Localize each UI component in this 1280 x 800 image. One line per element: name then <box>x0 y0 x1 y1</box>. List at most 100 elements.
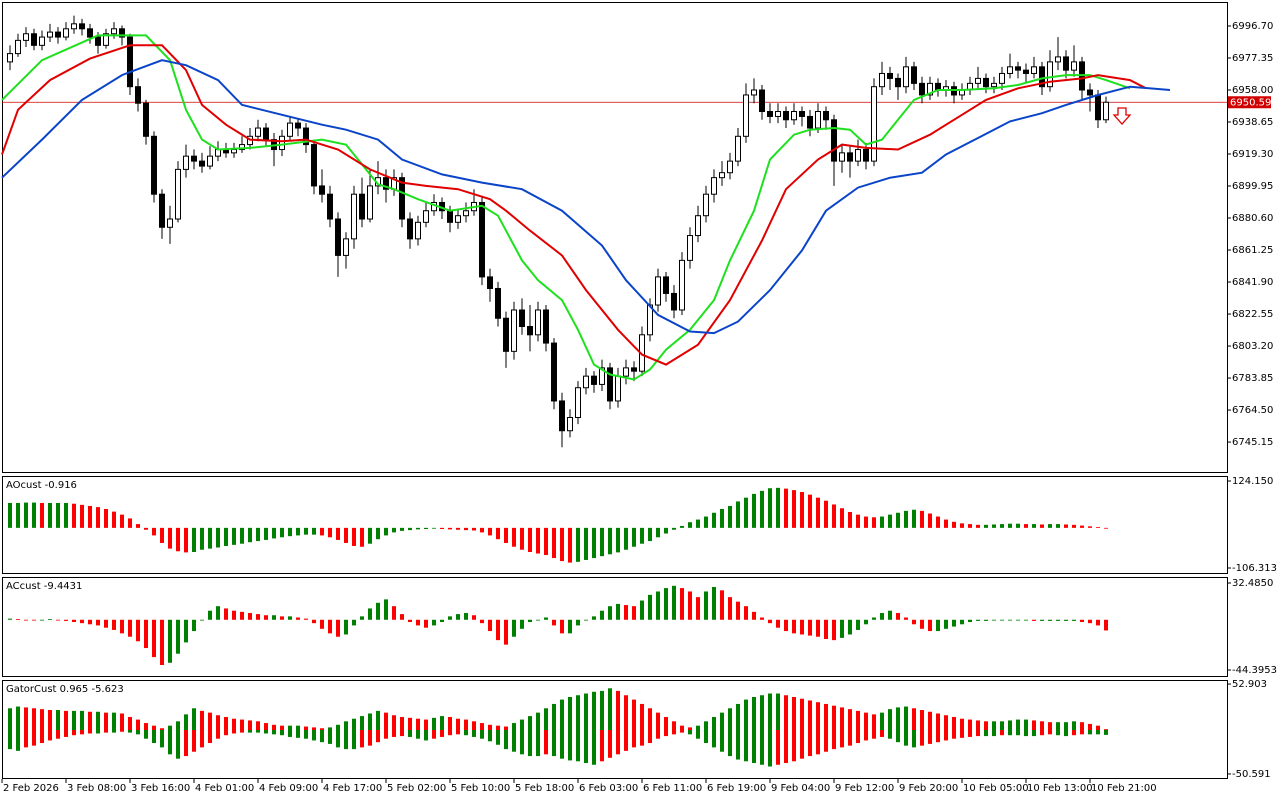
histogram-bar <box>496 619 500 641</box>
histogram-bar <box>1000 619 1004 621</box>
candle-body <box>1007 66 1013 74</box>
gator-bar <box>64 710 68 731</box>
gator-bar <box>200 710 204 731</box>
histogram-bar <box>1104 619 1108 631</box>
candle-body <box>1039 66 1045 88</box>
gator-bar <box>1096 730 1100 735</box>
gator-bar <box>136 719 140 731</box>
y-tick-label: 6764.50 <box>1232 405 1273 416</box>
histogram-bar <box>1032 524 1036 528</box>
price-label: 6950.59 <box>1230 97 1271 108</box>
gator-bar <box>712 716 716 731</box>
gator-bar <box>1088 730 1092 735</box>
histogram-bar <box>704 516 708 528</box>
candle-body <box>703 193 709 217</box>
gator-bar <box>16 706 20 731</box>
y-tick-label: 52.903 <box>1232 679 1267 690</box>
gator-bar <box>696 725 700 731</box>
candle-body <box>711 177 717 195</box>
histogram-bar <box>400 527 404 531</box>
candle-body <box>855 149 861 162</box>
histogram-bar <box>992 524 996 528</box>
histogram-bar <box>512 619 516 637</box>
histogram-bar <box>256 614 260 620</box>
gator-bar <box>464 719 468 731</box>
histogram-bar <box>168 619 172 663</box>
gator-bar <box>384 730 388 739</box>
histogram-bar <box>672 527 676 530</box>
candle-body <box>815 110 821 129</box>
histogram-bar <box>368 527 372 544</box>
gator-bar <box>576 730 580 762</box>
histogram-bar <box>352 619 356 626</box>
gator-bar <box>544 708 548 731</box>
histogram-bar <box>272 527 276 539</box>
histogram-bar <box>1104 527 1108 529</box>
gator-bar <box>1040 730 1044 736</box>
histogram-bar <box>808 494 812 528</box>
histogram-bar <box>992 619 996 621</box>
gator-bar <box>832 730 836 750</box>
histogram-bar <box>864 516 868 528</box>
histogram-bar <box>168 527 172 549</box>
candle-body <box>903 66 909 88</box>
gator-bar <box>280 730 284 736</box>
histogram-bar <box>464 527 468 531</box>
x-tick-label: 6 Feb 03:00 <box>579 783 638 794</box>
histogram-bar <box>808 619 812 636</box>
gator-bar <box>928 730 932 744</box>
y-tick-label: 6880.60 <box>1232 213 1273 224</box>
candle-body <box>655 276 661 306</box>
histogram-bar <box>1048 619 1052 621</box>
candle-body <box>527 326 533 336</box>
histogram-bar <box>272 615 276 620</box>
histogram-bar <box>456 614 460 620</box>
histogram-bar <box>200 619 204 621</box>
histogram-bar <box>896 512 900 528</box>
gator-bar <box>624 695 628 731</box>
gator-bar <box>88 711 92 731</box>
histogram-bar <box>528 619 532 623</box>
histogram-bar <box>80 619 84 624</box>
histogram-bar <box>224 608 228 620</box>
histogram-bar <box>312 619 316 624</box>
histogram-bar <box>96 507 100 528</box>
gator-bar <box>800 730 804 759</box>
gator-bar <box>968 719 972 731</box>
histogram-bar <box>752 493 756 528</box>
candle-body <box>199 160 205 167</box>
histogram-bar <box>264 527 268 540</box>
histogram-bar <box>768 619 772 624</box>
histogram-bar <box>776 619 780 628</box>
gator-bar <box>776 693 780 731</box>
gator-bar <box>520 730 524 755</box>
gator-bar <box>568 730 572 761</box>
histogram-bar <box>152 527 156 536</box>
gator-bar <box>816 702 820 731</box>
candle-body <box>975 77 981 84</box>
moving-average-line <box>1 44 1147 366</box>
histogram-bar <box>968 619 972 623</box>
gator-bar <box>712 730 716 748</box>
candle-body <box>1103 101 1109 121</box>
histogram-bar <box>560 619 564 634</box>
gator-bar <box>624 730 628 751</box>
gator-bar <box>112 730 116 733</box>
gator-bar <box>1016 719 1020 731</box>
candle-body <box>415 221 421 240</box>
y-tick-label: 6899.95 <box>1232 181 1273 192</box>
histogram-bar <box>432 527 436 529</box>
gator-bar <box>432 730 436 739</box>
x-tick-label: 4 Feb 09:00 <box>259 783 318 794</box>
histogram-bar <box>576 527 580 562</box>
histogram-bar <box>472 527 476 531</box>
candle-body <box>631 367 637 372</box>
histogram-bar <box>656 591 660 620</box>
histogram-bar <box>904 510 908 528</box>
histogram-bar <box>176 527 180 552</box>
gator-bar <box>192 730 196 752</box>
histogram-bar <box>760 617 764 620</box>
histogram-bar <box>976 619 980 621</box>
gator-bar <box>104 730 108 733</box>
